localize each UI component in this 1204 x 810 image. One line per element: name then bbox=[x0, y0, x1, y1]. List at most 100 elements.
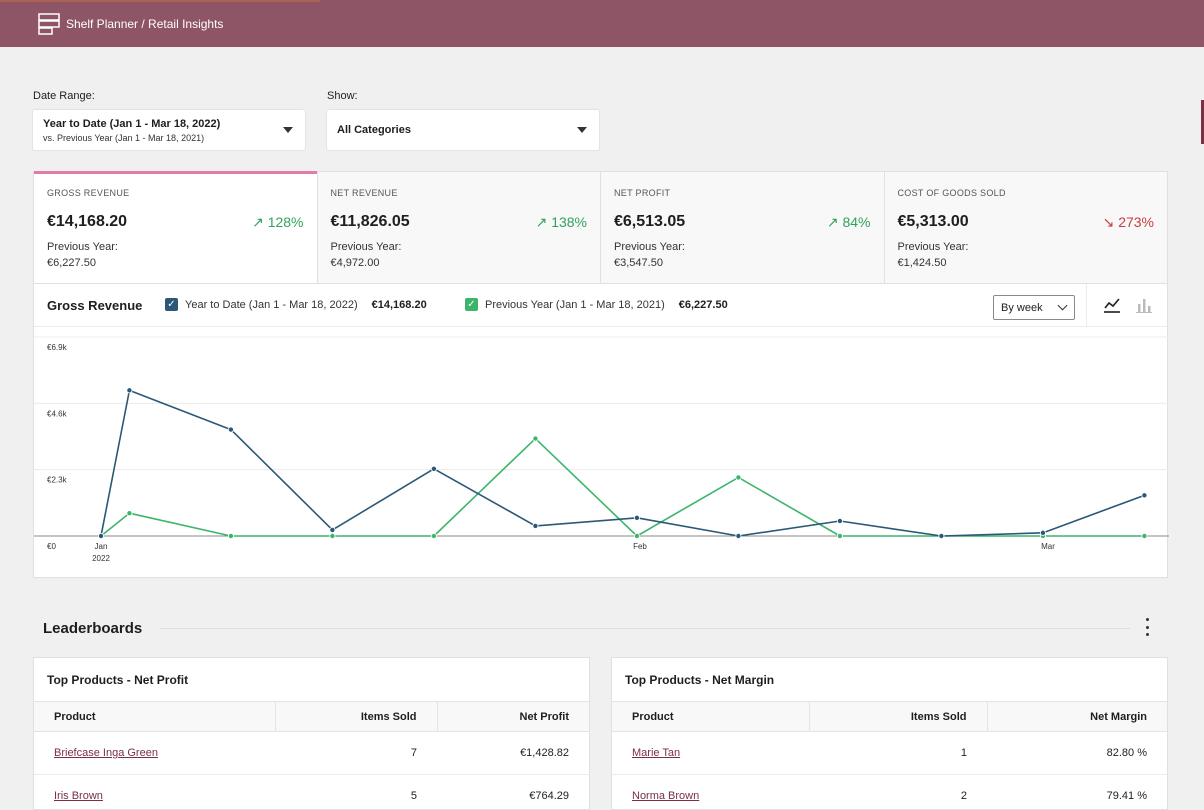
y-tick-label: €6.9k bbox=[47, 343, 68, 352]
series-line bbox=[100, 437, 1145, 537]
stat-delta: ↗ 84% bbox=[827, 214, 871, 231]
x-tick-sublabel: 2022 bbox=[92, 554, 110, 563]
stat-delta: ↗ 138% bbox=[536, 214, 587, 231]
data-point bbox=[329, 526, 336, 533]
leaderboard-net-margin: Top Products - Net Margin Product Items … bbox=[611, 657, 1168, 810]
divider bbox=[160, 628, 1130, 629]
legend-total: €14,168.20 bbox=[371, 298, 427, 311]
chart-panel: Gross Revenue ✓ Year to Date (Jan 1 - Ma… bbox=[33, 284, 1169, 578]
stat-prev-label: Previous Year: bbox=[47, 241, 118, 253]
shelf-logo-icon[interactable] bbox=[38, 12, 60, 35]
data-point bbox=[126, 387, 133, 394]
product-link[interactable]: Marie Tan bbox=[632, 747, 681, 759]
data-point bbox=[938, 532, 945, 539]
legend-label: Year to Date (Jan 1 - Mar 18, 2022) bbox=[185, 298, 358, 311]
data-point bbox=[836, 532, 843, 539]
stat-net-revenue[interactable]: NET REVENUE €11,826.05 ↗ 138% Previous Y… bbox=[318, 172, 601, 283]
chart-header: Gross Revenue ✓ Year to Date (Jan 1 - Ma… bbox=[34, 284, 1167, 327]
chart-title: Gross Revenue bbox=[47, 298, 143, 313]
leaderboard-title: Top Products - Net Margin bbox=[625, 673, 775, 687]
column-header-product[interactable]: Product bbox=[34, 701, 275, 732]
side-tab-marker[interactable] bbox=[1201, 100, 1204, 144]
top-bar: Shelf Planner / Retail Insights bbox=[0, 0, 1204, 47]
data-point bbox=[836, 518, 843, 525]
table-row: Iris Brown 5 €764.29 bbox=[34, 774, 589, 809]
stat-cost-of-goods-sold[interactable]: COST OF GOODS SOLD €5,313.00 ↘ 273% Prev… bbox=[885, 172, 1168, 283]
data-point bbox=[227, 426, 234, 433]
x-tick-label: Mar bbox=[1041, 542, 1055, 551]
product-link[interactable]: Norma Brown bbox=[632, 790, 700, 802]
interval-select[interactable]: By week bbox=[993, 295, 1075, 320]
net-margin-cell: 79.41 % bbox=[987, 774, 1167, 809]
items-sold-cell: 7 bbox=[275, 731, 437, 775]
column-header-items-sold[interactable]: Items Sold bbox=[274, 701, 437, 732]
net-profit-cell: €1,428.82 bbox=[437, 731, 589, 775]
arrow-up-icon: ↗ bbox=[252, 214, 264, 230]
arrow-up-icon: ↗ bbox=[826, 214, 839, 230]
leaderboard-net-profit: Top Products - Net Profit Product Items … bbox=[33, 657, 590, 810]
stat-label: GROSS REVENUE bbox=[47, 188, 130, 198]
column-header-net-margin[interactable]: Net Margin bbox=[986, 701, 1167, 732]
summary-stats: GROSS REVENUE €14,168.20 ↗ 128% Previous… bbox=[33, 171, 1168, 284]
stat-prev-value: €1,424.50 bbox=[897, 257, 947, 269]
stat-net-profit[interactable]: NET PROFIT €6,513.05 ↗ 84% Previous Year… bbox=[601, 172, 885, 283]
stat-prev-value: €3,547.50 bbox=[614, 257, 663, 269]
arrow-up-icon: ↗ bbox=[535, 214, 548, 230]
data-point bbox=[329, 532, 336, 539]
category-select[interactable]: All Categories bbox=[327, 110, 599, 150]
line-chart: €0 €2.3k €4.6k €6.9k Jan 2022 Feb Mar bbox=[34, 336, 1169, 563]
series-line bbox=[100, 389, 1145, 537]
bar-chart-icon[interactable] bbox=[1135, 296, 1153, 314]
stat-label: NET REVENUE bbox=[330, 188, 398, 198]
stat-gross-revenue[interactable]: GROSS REVENUE €14,168.20 ↗ 128% Previous… bbox=[34, 171, 318, 283]
stat-delta-value: 138% bbox=[551, 214, 587, 230]
legend-total: €6,227.50 bbox=[678, 298, 728, 311]
stat-value: €11,826.05 bbox=[330, 213, 410, 230]
stat-delta-value: 128% bbox=[267, 214, 304, 230]
more-options-icon[interactable] bbox=[1144, 618, 1150, 636]
checkbox-checked-icon[interactable]: ✓ bbox=[465, 298, 478, 311]
date-range-value: Year to Date (Jan 1 - Mar 18, 2022) bbox=[43, 118, 221, 130]
column-header-net-profit[interactable]: Net Profit bbox=[436, 701, 589, 732]
items-sold-cell: 1 bbox=[809, 731, 987, 775]
stat-prev-value: €6,227.50 bbox=[47, 257, 96, 269]
data-point bbox=[98, 532, 105, 539]
data-point bbox=[532, 435, 539, 442]
line-chart-icon[interactable] bbox=[1103, 296, 1121, 314]
table-header-row: Product Items Sold Net Margin bbox=[612, 701, 1167, 732]
stat-delta: ↗ 128% bbox=[252, 214, 303, 231]
table-row: Marie Tan 1 82.80 % bbox=[612, 731, 1167, 775]
stat-prev-label: Previous Year: bbox=[330, 241, 402, 253]
data-point bbox=[735, 532, 742, 539]
data-point bbox=[227, 532, 234, 539]
date-range-select[interactable]: Year to Date (Jan 1 - Mar 18, 2022) vs. … bbox=[33, 110, 305, 150]
legend-previous-period[interactable]: ✓ Previous Year (Jan 1 - Mar 18, 2021) €… bbox=[465, 298, 728, 311]
data-point bbox=[735, 474, 742, 481]
data-point bbox=[430, 532, 437, 539]
stat-prev-value: €4,972.00 bbox=[330, 257, 380, 269]
leaderboard-table: Product Items Sold Net Profit Briefcase … bbox=[34, 701, 589, 809]
data-point bbox=[430, 465, 437, 472]
arrow-down-icon: ↘ bbox=[1102, 214, 1115, 230]
data-point bbox=[126, 510, 133, 517]
product-link[interactable]: Iris Brown bbox=[54, 790, 103, 802]
y-tick-label: €4.6k bbox=[47, 409, 68, 418]
table-row: Norma Brown 2 79.41 % bbox=[612, 774, 1167, 809]
stat-value: €5,313.00 bbox=[897, 213, 969, 230]
column-header-product[interactable]: Product bbox=[612, 701, 809, 732]
app-title: Shelf Planner / Retail Insights bbox=[66, 16, 224, 31]
checkbox-checked-icon[interactable]: ✓ bbox=[165, 298, 178, 311]
data-point bbox=[1141, 492, 1148, 499]
leaderboards-header: Leaderboards bbox=[43, 618, 1168, 638]
stat-delta-value: 84% bbox=[842, 214, 871, 230]
leaderboard-title: Top Products - Net Profit bbox=[47, 673, 189, 687]
caret-down-icon bbox=[577, 127, 587, 133]
items-sold-cell: 2 bbox=[809, 774, 987, 809]
product-link[interactable]: Briefcase Inga Green bbox=[54, 747, 158, 759]
column-header-items-sold[interactable]: Items Sold bbox=[808, 701, 987, 732]
leaderboards-title: Leaderboards bbox=[43, 620, 143, 637]
caret-down-icon bbox=[283, 127, 293, 133]
stat-delta: ↘ 273% bbox=[1103, 214, 1154, 231]
legend-current-period[interactable]: ✓ Year to Date (Jan 1 - Mar 18, 2022) €1… bbox=[165, 298, 427, 311]
table-header-row: Product Items Sold Net Profit bbox=[34, 701, 589, 732]
